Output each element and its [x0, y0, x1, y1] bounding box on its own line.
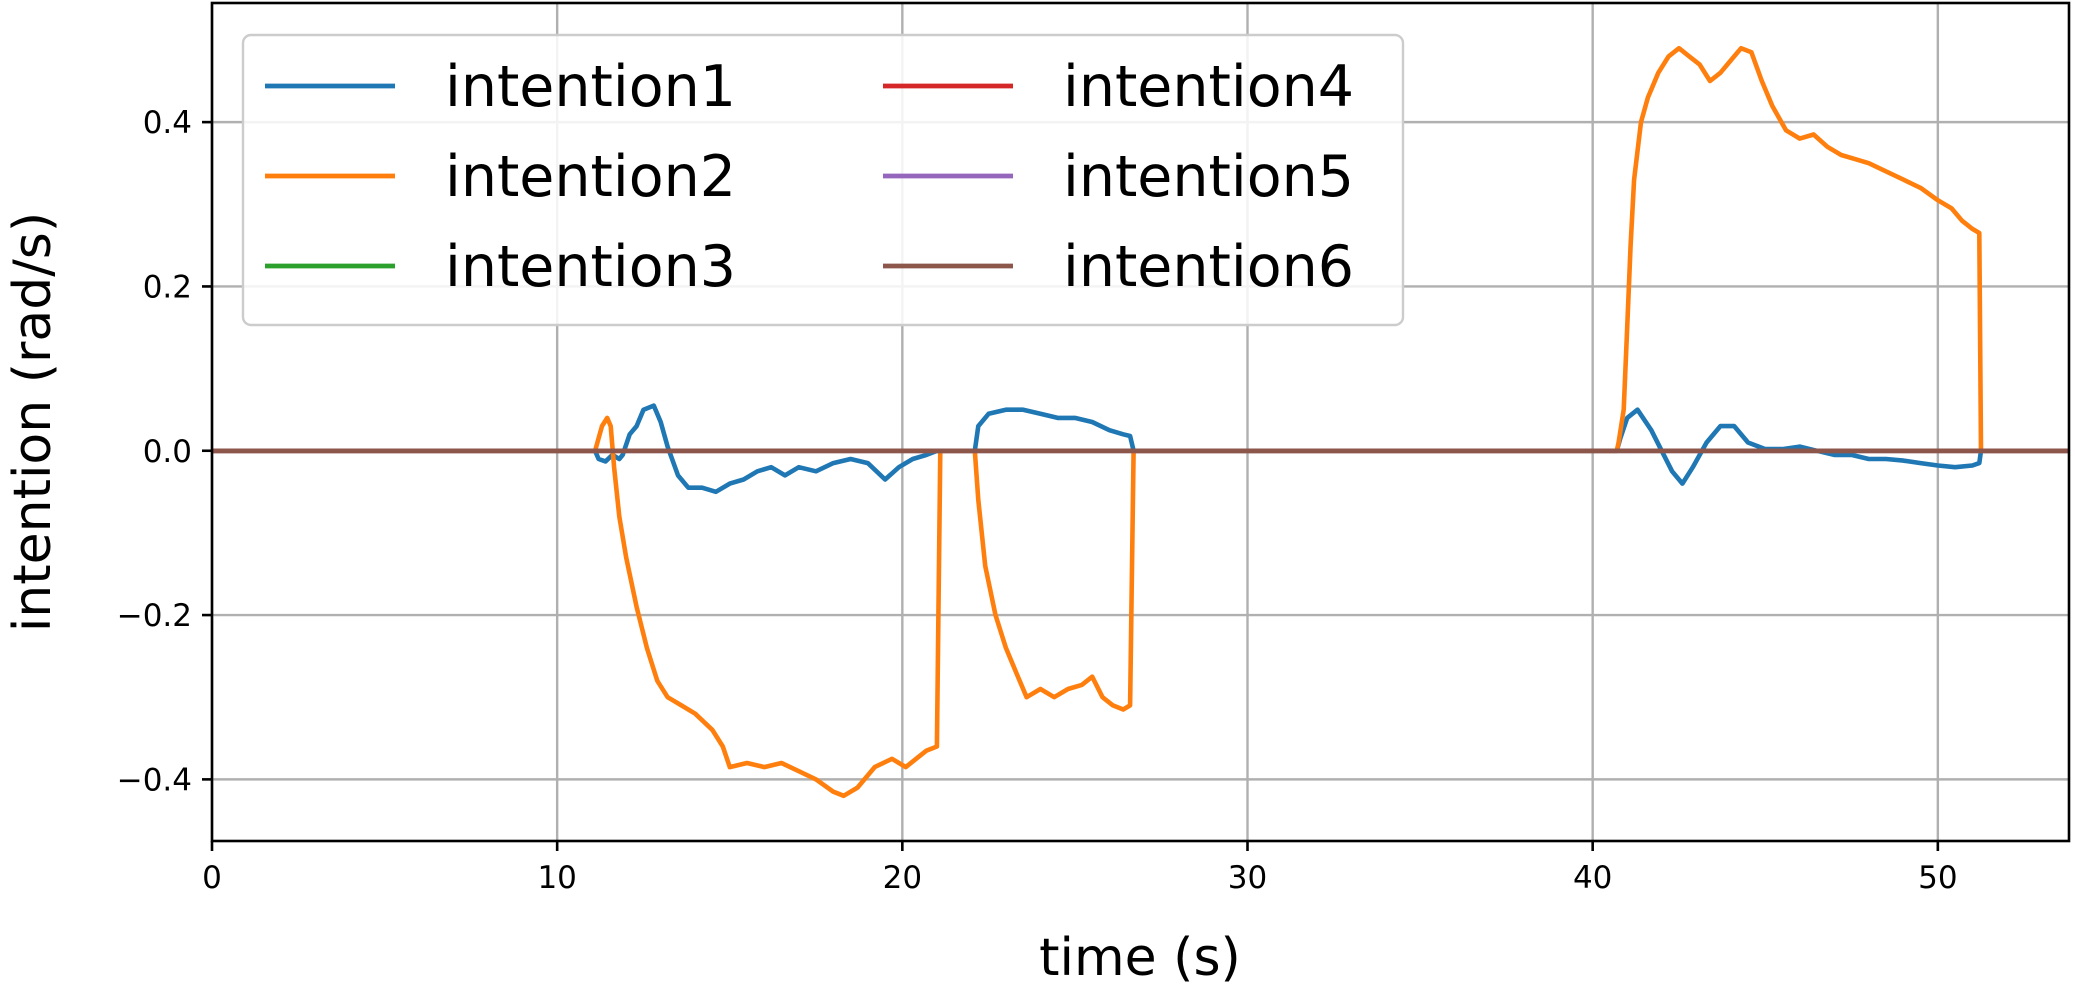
legend-label-intention5: intention5 [1063, 144, 1354, 210]
series-layer [212, 45, 2069, 799]
x-axis-label: time (s) [1039, 928, 1241, 988]
series-line-intention2 [212, 45, 2069, 799]
x-tick-label: 10 [537, 860, 576, 896]
y-tick-label: −0.2 [117, 598, 192, 634]
plot-frame [210, 1, 2071, 843]
ticks: 0 10 20 30 40 50 −0.4 −0.2 0.0 0.2 0.4 [117, 105, 1958, 896]
x-tick-label: 40 [1573, 860, 1612, 896]
legend-label-intention6: intention6 [1063, 234, 1354, 300]
y-axis-label: intention (rad/s) [3, 212, 63, 632]
y-tick-label: −0.4 [117, 762, 192, 798]
legend-label-intention2: intention2 [445, 144, 736, 210]
x-tick-label: 50 [1918, 860, 1957, 896]
legend: intention1 intention2 intention3 intention4… [241, 33, 1405, 327]
x-tick-label: 0 [202, 860, 222, 896]
legend-label-intention3: intention3 [445, 234, 736, 300]
legend-label-intention4: intention4 [1063, 54, 1354, 120]
y-tick-label: 0.0 [143, 434, 192, 470]
x-tick-label: 20 [883, 860, 922, 896]
legend-label-intention1: intention1 [445, 54, 736, 120]
legend-box [241, 33, 1405, 327]
y-tick-label: 0.2 [143, 269, 192, 305]
x-tick-label: 30 [1228, 860, 1267, 896]
y-tick-label: 0.4 [143, 105, 192, 141]
